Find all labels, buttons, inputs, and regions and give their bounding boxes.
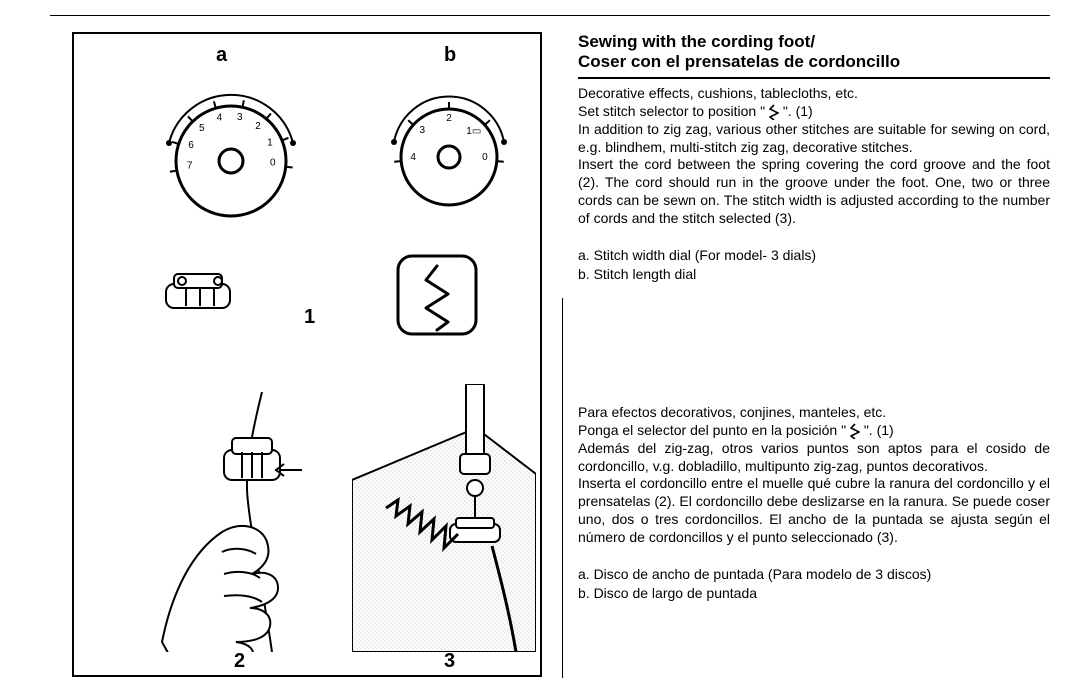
spanish-paragraph: Para efectos decorativos, conjines, mant…: [578, 404, 1050, 547]
en-sub-a: a. Stitch width dial (For model- 3 dials…: [578, 247, 816, 263]
svg-text:1▭: 1▭: [466, 126, 481, 137]
svg-text:4: 4: [217, 113, 223, 124]
label-2: 2: [234, 650, 245, 673]
label-a: a: [216, 44, 227, 67]
en-line2a: Set stitch selector to position ": [578, 103, 769, 119]
label-b: b: [444, 44, 456, 67]
svg-text:3: 3: [419, 125, 425, 136]
label-3: 3: [444, 650, 455, 673]
zigzag-stitch-icon: [394, 252, 480, 338]
en-line2b: ". (1): [783, 103, 813, 119]
en-line4: Insert the cord between the spring cover…: [578, 156, 1050, 226]
english-paragraph: Decorative effects, cushions, tablecloth…: [578, 85, 1050, 228]
en-line3: In addition to zig zag, various other st…: [578, 121, 1050, 155]
es-sub-a: a. Disco de ancho de puntada (Para model…: [578, 566, 931, 582]
zigzag-glyph-icon: [769, 104, 779, 120]
spanish-subnotes: a. Disco de ancho de puntada (Para model…: [578, 565, 1050, 603]
insert-cord-figure: [152, 392, 332, 652]
svg-text:7: 7: [187, 160, 193, 171]
svg-text:2: 2: [255, 121, 261, 132]
manual-page: a b 1 2 3 7 6 5 4 3 2 1 0: [0, 0, 1080, 692]
title-spanish: Coser con el prensatelas de cordoncillo: [578, 52, 900, 71]
diagram-box: a b 1 2 3 7 6 5 4 3 2 1 0: [72, 32, 542, 677]
svg-text:0: 0: [482, 152, 488, 163]
en-line1: Decorative effects, cushions, tablecloth…: [578, 85, 858, 101]
zigzag-glyph-icon: [850, 423, 860, 439]
es-line3: Además del zig-zag, otros varios puntos …: [578, 440, 1050, 474]
presser-foot-icon: [160, 266, 240, 322]
svg-text:3: 3: [237, 112, 243, 123]
stitch-width-dial-icon: 7 6 5 4 3 2 1 0: [156, 76, 306, 226]
es-line1: Para efectos decorativos, conjines, mant…: [578, 404, 886, 420]
svg-text:2: 2: [446, 113, 452, 124]
svg-text:1: 1: [267, 137, 273, 148]
es-line4: Inserta el cordoncillo entre el muelle q…: [578, 475, 1050, 545]
sewing-cord-figure: [352, 384, 536, 652]
top-rule: [50, 15, 1050, 16]
svg-text:6: 6: [188, 140, 194, 151]
es-line2b: ". (1): [864, 422, 894, 438]
es-sub-b: b. Disco de largo de puntada: [578, 585, 757, 601]
svg-text:0: 0: [270, 157, 276, 168]
en-sub-b: b. Stitch length dial: [578, 266, 696, 282]
vertical-rule: [562, 298, 563, 678]
text-column: Sewing with the cording foot/ Coser con …: [578, 32, 1050, 603]
section-title: Sewing with the cording foot/ Coser con …: [578, 32, 1050, 79]
stitch-length-dial-icon: 4 3 2 1▭ 0: [384, 82, 514, 212]
english-subnotes: a. Stitch width dial (For model- 3 dials…: [578, 246, 1050, 284]
es-line2a: Ponga el selector del punto en la posici…: [578, 422, 850, 438]
svg-text:5: 5: [199, 123, 205, 134]
label-1: 1: [304, 306, 315, 329]
svg-text:4: 4: [410, 152, 416, 163]
title-english: Sewing with the cording foot/: [578, 32, 815, 51]
